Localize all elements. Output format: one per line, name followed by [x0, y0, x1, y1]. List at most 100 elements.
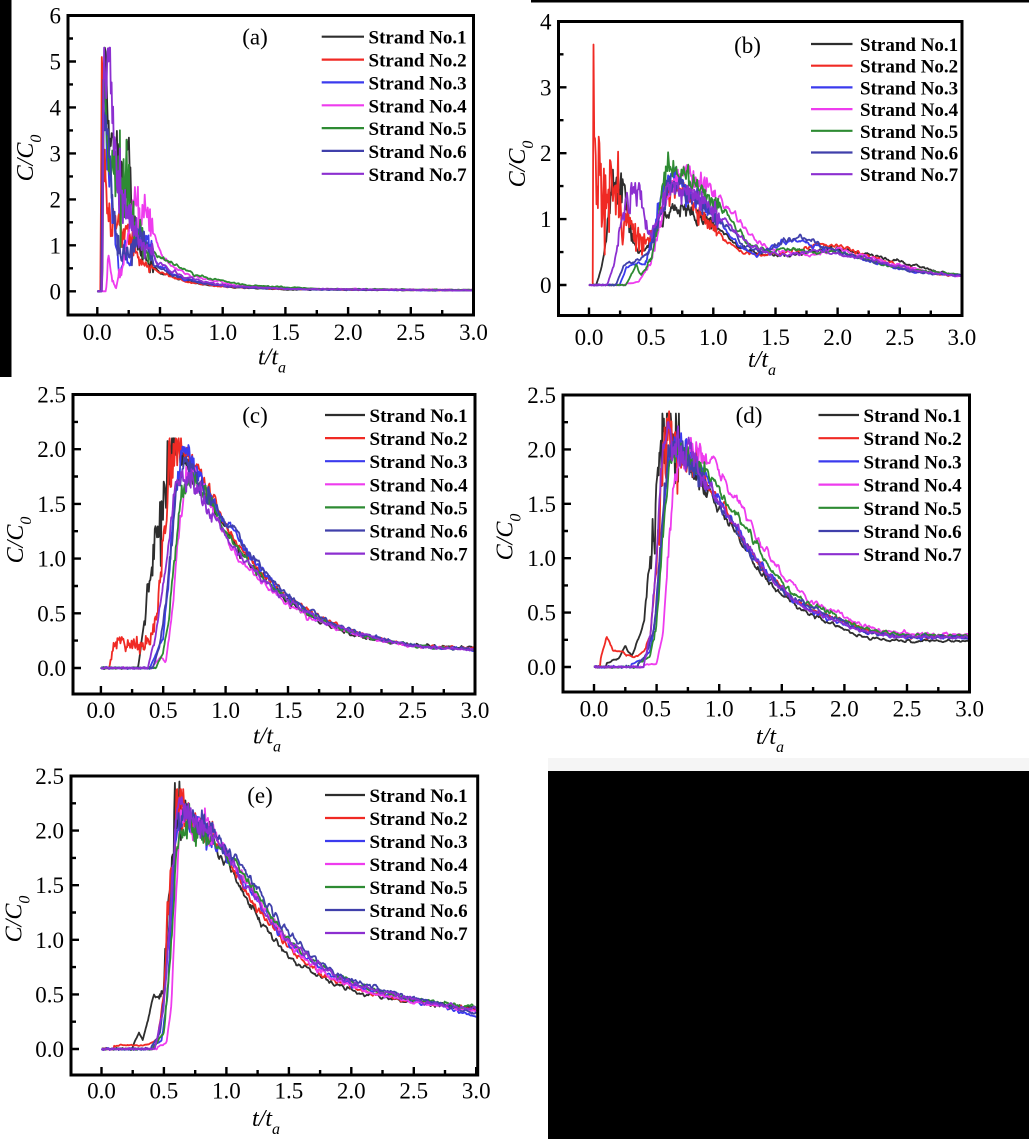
svg-text:2.0: 2.0 [337, 1079, 366, 1104]
svg-text:0.0: 0.0 [575, 325, 604, 350]
svg-text:3: 3 [540, 75, 552, 100]
svg-text:2.5: 2.5 [893, 697, 922, 722]
svg-text:Strand No.2: Strand No.2 [369, 51, 467, 72]
svg-text:1.0: 1.0 [699, 325, 728, 350]
svg-text:(a): (a) [242, 25, 268, 50]
svg-text:Strand No.4: Strand No.4 [370, 475, 469, 496]
svg-text:Strand No.6: Strand No.6 [369, 142, 467, 163]
svg-text:Strand No.3: Strand No.3 [370, 832, 468, 853]
svg-text:0.5: 0.5 [527, 601, 556, 626]
svg-text:0: 0 [50, 279, 62, 304]
svg-text:2.5: 2.5 [35, 764, 64, 789]
svg-text:1.0: 1.0 [527, 546, 556, 571]
svg-text:2.5: 2.5 [396, 320, 425, 345]
svg-text:0.0: 0.0 [35, 1037, 64, 1062]
svg-text:0: 0 [540, 273, 552, 298]
svg-text:Strand No.2: Strand No.2 [370, 429, 468, 450]
svg-text:Strand No.1: Strand No.1 [369, 28, 467, 49]
svg-text:Strand No.3: Strand No.3 [370, 452, 468, 473]
svg-text:2.0: 2.0 [334, 320, 363, 345]
svg-text:1.5: 1.5 [527, 492, 556, 517]
svg-text:3.0: 3.0 [461, 698, 490, 723]
svg-text:3.0: 3.0 [948, 325, 977, 350]
svg-text:Strand No.4: Strand No.4 [860, 100, 959, 121]
svg-text:2: 2 [540, 141, 552, 166]
svg-text:1.5: 1.5 [275, 1079, 304, 1104]
svg-text:0.0: 0.0 [83, 320, 112, 345]
svg-text:0.5: 0.5 [637, 325, 666, 350]
svg-text:Strand No.3: Strand No.3 [369, 73, 467, 94]
svg-text:Strand No.6: Strand No.6 [370, 901, 468, 922]
svg-text:Strand No.2: Strand No.2 [860, 57, 958, 78]
svg-text:Strand No.4: Strand No.4 [864, 476, 963, 497]
svg-text:Strand No.3: Strand No.3 [860, 78, 958, 99]
svg-text:5: 5 [50, 50, 62, 75]
svg-text:0.0: 0.0 [527, 655, 556, 680]
svg-text:Strand No.7: Strand No.7 [370, 545, 469, 566]
svg-text:Strand No.1: Strand No.1 [370, 406, 468, 427]
svg-text:Strand No.5: Strand No.5 [864, 499, 962, 520]
svg-text:1: 1 [50, 233, 62, 258]
svg-text:Strand No.3: Strand No.3 [864, 452, 962, 473]
svg-text:2.0: 2.0 [830, 697, 859, 722]
svg-text:Strand No.4: Strand No.4 [369, 96, 468, 117]
svg-text:4: 4 [540, 9, 552, 34]
svg-text:1.0: 1.0 [705, 697, 734, 722]
svg-text:Strand No.1: Strand No.1 [864, 406, 962, 427]
svg-text:Strand No.6: Strand No.6 [864, 522, 962, 543]
svg-text:0.0: 0.0 [87, 1079, 116, 1104]
svg-text:Strand No.6: Strand No.6 [860, 144, 958, 165]
svg-text:Strand No.7: Strand No.7 [864, 545, 963, 566]
svg-text:1.0: 1.0 [37, 547, 66, 572]
svg-text:3.0: 3.0 [462, 1079, 491, 1104]
svg-text:1.5: 1.5 [274, 698, 303, 723]
svg-text:1.0: 1.0 [35, 928, 64, 953]
svg-text:(b): (b) [734, 33, 761, 58]
svg-text:2.0: 2.0 [527, 437, 556, 462]
svg-text:0.5: 0.5 [37, 601, 66, 626]
svg-text:0.0: 0.0 [37, 656, 66, 681]
svg-text:0.0: 0.0 [580, 697, 609, 722]
svg-text:Strand No.2: Strand No.2 [864, 429, 962, 450]
svg-text:1.5: 1.5 [35, 873, 64, 898]
svg-text:1.5: 1.5 [761, 325, 790, 350]
svg-text:2.5: 2.5 [37, 383, 66, 408]
svg-text:Strand No.7: Strand No.7 [370, 924, 469, 945]
svg-text:1.0: 1.0 [208, 320, 237, 345]
svg-text:2.0: 2.0 [35, 819, 64, 844]
svg-text:1.5: 1.5 [37, 492, 66, 517]
svg-text:3.0: 3.0 [459, 320, 488, 345]
svg-text:2.0: 2.0 [823, 325, 852, 350]
svg-text:2.5: 2.5 [885, 325, 914, 350]
svg-text:Strand No.4: Strand No.4 [370, 855, 469, 876]
svg-text:Strand No.5: Strand No.5 [370, 878, 468, 899]
svg-text:(d): (d) [736, 403, 763, 428]
svg-text:2.5: 2.5 [398, 698, 427, 723]
svg-text:2: 2 [50, 187, 62, 212]
svg-text:(e): (e) [247, 783, 273, 808]
svg-text:Strand No.1: Strand No.1 [370, 786, 468, 807]
svg-text:6: 6 [50, 4, 62, 29]
svg-text:1.5: 1.5 [767, 697, 796, 722]
svg-text:2.5: 2.5 [399, 1079, 428, 1104]
svg-text:2.5: 2.5 [527, 383, 556, 408]
svg-text:Strand No.2: Strand No.2 [370, 809, 468, 830]
svg-text:2.0: 2.0 [336, 698, 365, 723]
svg-text:Strand No.7: Strand No.7 [860, 165, 959, 186]
svg-text:Strand No.5: Strand No.5 [369, 119, 467, 140]
svg-text:4: 4 [50, 95, 62, 120]
svg-text:3: 3 [50, 141, 62, 166]
svg-text:1.0: 1.0 [211, 698, 240, 723]
svg-text:Strand No.7: Strand No.7 [369, 165, 468, 186]
svg-text:Strand No.1: Strand No.1 [860, 35, 958, 56]
svg-text:(c): (c) [242, 403, 268, 428]
svg-text:0.5: 0.5 [35, 982, 64, 1007]
svg-text:0.0: 0.0 [87, 698, 116, 723]
svg-text:0.5: 0.5 [642, 697, 671, 722]
svg-text:Strand No.5: Strand No.5 [370, 498, 468, 519]
svg-text:Strand No.6: Strand No.6 [370, 522, 468, 543]
svg-text:1.0: 1.0 [212, 1079, 241, 1104]
svg-text:1.5: 1.5 [271, 320, 300, 345]
svg-text:3.0: 3.0 [955, 697, 984, 722]
svg-text:0.5: 0.5 [150, 1079, 179, 1104]
